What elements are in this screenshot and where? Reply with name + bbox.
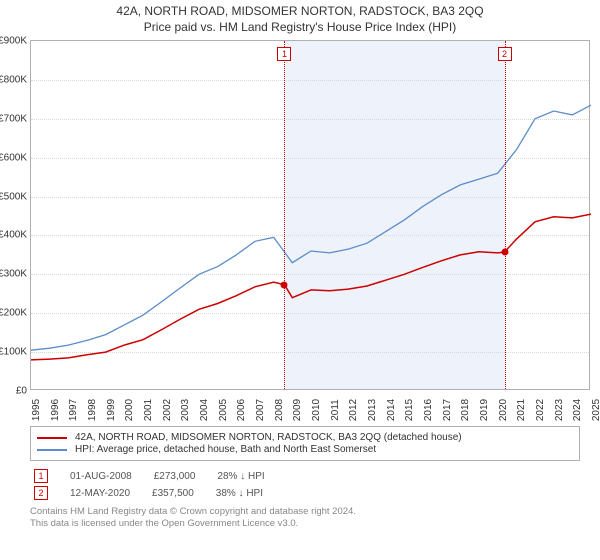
x-axis-label: 1995: [31, 396, 42, 424]
footnote: Contains HM Land Registry data © Crown c…: [30, 506, 580, 531]
x-axis-label: 2003: [180, 396, 191, 424]
y-axis-label: £300K: [0, 269, 27, 280]
chart-title: 42A, NORTH ROAD, MIDSOMER NORTON, RADSTO…: [10, 4, 590, 18]
event-date: 01-AUG-2008: [70, 471, 132, 482]
footnote-line: This data is licensed under the Open Gov…: [30, 518, 580, 530]
event-marker: 1: [34, 469, 48, 483]
chart-footer: 42A, NORTH ROAD, MIDSOMER NORTON, RADSTO…: [30, 426, 580, 531]
x-axis-label: 2025: [591, 396, 600, 424]
x-axis-label: 2017: [442, 396, 453, 424]
chart-container: 42A, NORTH ROAD, MIDSOMER NORTON, RADSTO…: [0, 0, 600, 531]
y-axis-label: £800K: [0, 74, 27, 85]
x-axis-label: 2024: [572, 396, 583, 424]
legend-row: 42A, NORTH ROAD, MIDSOMER NORTON, RADSTO…: [37, 432, 573, 443]
event-row: 2 12-MAY-2020 £357,500 38% ↓ HPI: [34, 486, 580, 500]
y-axis-label: £400K: [0, 230, 27, 241]
chart-lines: [31, 41, 591, 391]
x-axis-label: 2013: [367, 396, 378, 424]
plot-area: £0£100K£200K£300K£400K£500K£600K£700K£80…: [30, 40, 590, 390]
x-axis-label: 2022: [535, 396, 546, 424]
legend-box: 42A, NORTH ROAD, MIDSOMER NORTON, RADSTO…: [30, 426, 580, 461]
x-axis-label: 1997: [68, 396, 79, 424]
x-axis-label: 2016: [423, 396, 434, 424]
x-axis-label: 2020: [498, 396, 509, 424]
x-axis-label: 2002: [162, 396, 173, 424]
x-axis-label: 2006: [236, 396, 247, 424]
x-axis-label: 2008: [274, 396, 285, 424]
event-line: [505, 41, 506, 389]
y-axis-label: £200K: [0, 308, 27, 319]
y-axis-label: £700K: [0, 113, 27, 124]
legend-swatch: [37, 437, 67, 439]
legend-swatch: [37, 449, 67, 451]
y-axis-label: £900K: [0, 36, 27, 47]
y-axis-label: £100K: [0, 347, 27, 358]
x-axis-label: 2009: [292, 396, 303, 424]
x-axis-label: 2021: [516, 396, 527, 424]
x-axis-label: 1998: [87, 396, 98, 424]
footnote-line: Contains HM Land Registry data © Crown c…: [30, 506, 580, 518]
x-axis-label: 2015: [404, 396, 415, 424]
y-axis-label: £0: [0, 386, 27, 397]
x-axis-label: 1999: [106, 396, 117, 424]
event-marker: 1: [277, 47, 291, 61]
x-axis-label: 2019: [479, 396, 490, 424]
event-delta: 38% ↓ HPI: [216, 488, 263, 499]
x-axis-label: 2012: [348, 396, 359, 424]
event-dot: [501, 248, 508, 255]
y-axis-label: £600K: [0, 152, 27, 163]
event-date: 12-MAY-2020: [70, 488, 130, 499]
series-line-hpi: [31, 105, 591, 350]
event-marker: 2: [498, 47, 512, 61]
x-axis-label: 2000: [124, 396, 135, 424]
x-axis-label: 2011: [330, 396, 341, 424]
legend-row: HPI: Average price, detached house, Bath…: [37, 444, 573, 455]
x-axis-label: 2023: [554, 396, 565, 424]
x-axis-label: 2004: [199, 396, 210, 424]
legend-label: HPI: Average price, detached house, Bath…: [75, 444, 376, 455]
chart-subtitle: Price paid vs. HM Land Registry's House …: [10, 20, 590, 34]
event-line: [284, 41, 285, 389]
x-axis-label: 2001: [143, 396, 154, 424]
event-price: £273,000: [154, 471, 196, 482]
x-axis-label: 2010: [311, 396, 322, 424]
event-dot: [281, 281, 288, 288]
x-axis-label: 2007: [255, 396, 266, 424]
x-axis-label: 2014: [386, 396, 397, 424]
event-row: 1 01-AUG-2008 £273,000 28% ↓ HPI: [34, 469, 580, 483]
event-price: £357,500: [152, 488, 194, 499]
x-axis-label: 2005: [218, 396, 229, 424]
event-delta: 28% ↓ HPI: [217, 471, 264, 482]
x-axis-label: 2018: [460, 396, 471, 424]
event-marker: 2: [34, 486, 48, 500]
x-axis-label: 1996: [50, 396, 61, 424]
series-line-property: [31, 214, 591, 360]
legend-label: 42A, NORTH ROAD, MIDSOMER NORTON, RADSTO…: [75, 432, 462, 443]
y-axis-label: £500K: [0, 191, 27, 202]
